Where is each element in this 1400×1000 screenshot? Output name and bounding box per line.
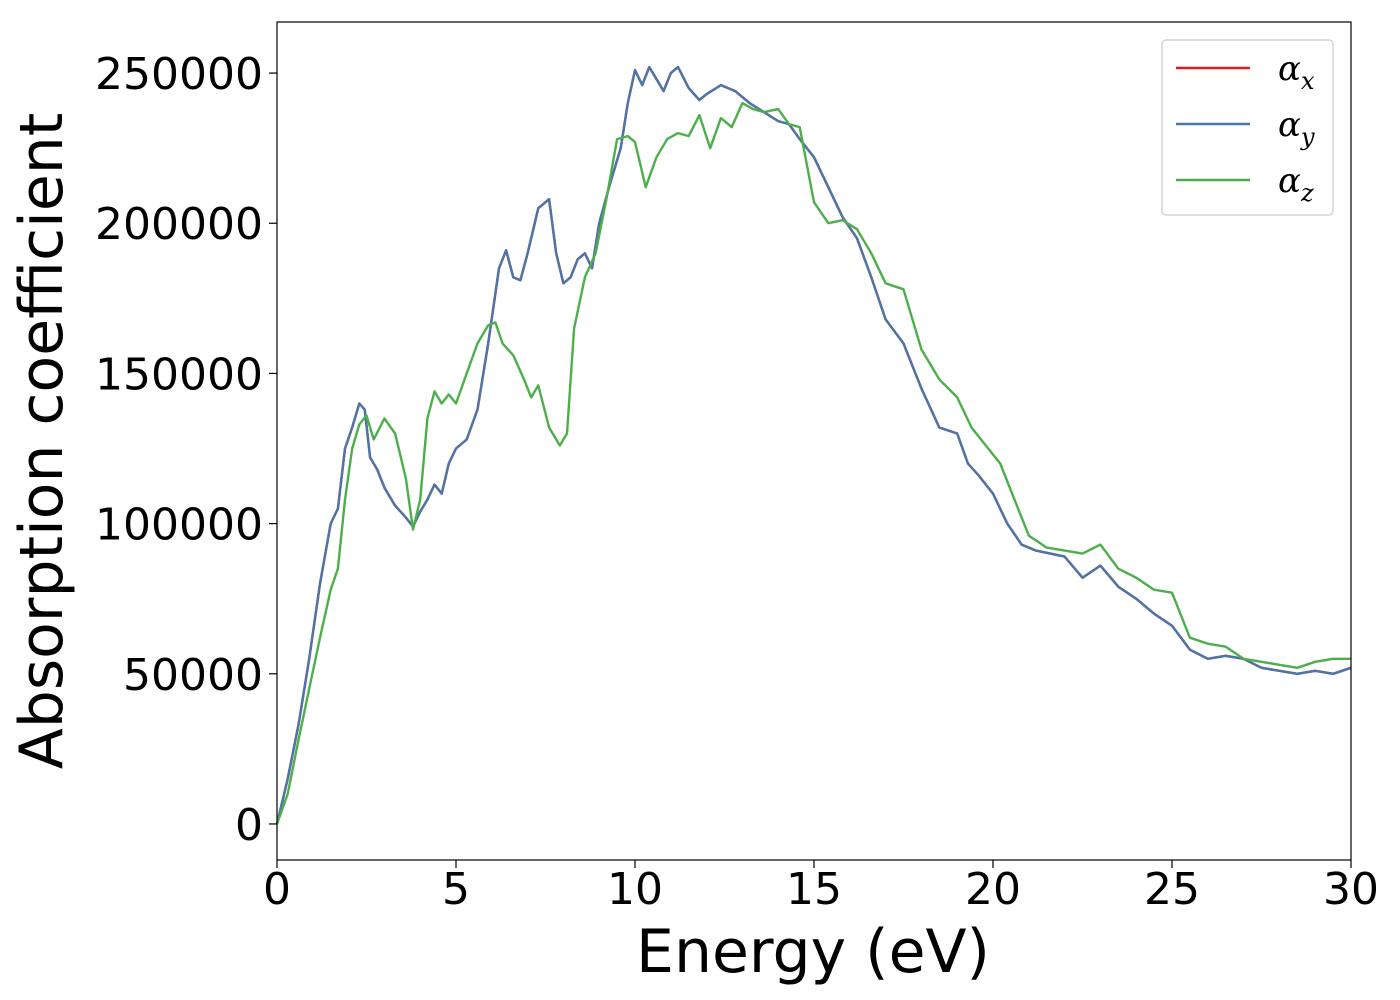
y-tick-label: 150000 <box>95 349 263 400</box>
x-tick-label: 25 <box>1144 864 1200 915</box>
y-tick-label: 0 <box>235 800 263 851</box>
x-tick-label: 0 <box>263 864 291 915</box>
x-tick-label: 20 <box>965 864 1021 915</box>
y-tick-label: 200000 <box>95 199 263 250</box>
x-tick-label: 15 <box>786 864 842 915</box>
x-axis-title: Energy (eV) <box>636 917 990 987</box>
series-layer <box>275 65 1352 825</box>
series-line-y <box>275 65 1352 825</box>
legend-label-z: αz <box>1278 161 1314 207</box>
y-axis-title: Absorption coefficient <box>7 113 77 770</box>
legend-label-y: αy <box>1278 105 1315 151</box>
legend-box <box>1161 39 1334 216</box>
x-axis: 0 5 10 15 20 25 30 <box>263 860 1379 915</box>
legend-label-x: αx <box>1278 49 1315 95</box>
y-tick-label: 50000 <box>123 650 263 701</box>
x-tick-label: 30 <box>1323 864 1379 915</box>
y-axis: 0 50000 100000 150000 200000 250000 <box>95 49 277 851</box>
x-tick-label: 10 <box>607 864 663 915</box>
series-line-z <box>275 101 1351 825</box>
y-tick-label: 100000 <box>95 500 263 551</box>
y-tick-label: 250000 <box>95 49 263 100</box>
x-tick-label: 5 <box>442 864 470 915</box>
legend: αx αy αz <box>1161 39 1334 216</box>
